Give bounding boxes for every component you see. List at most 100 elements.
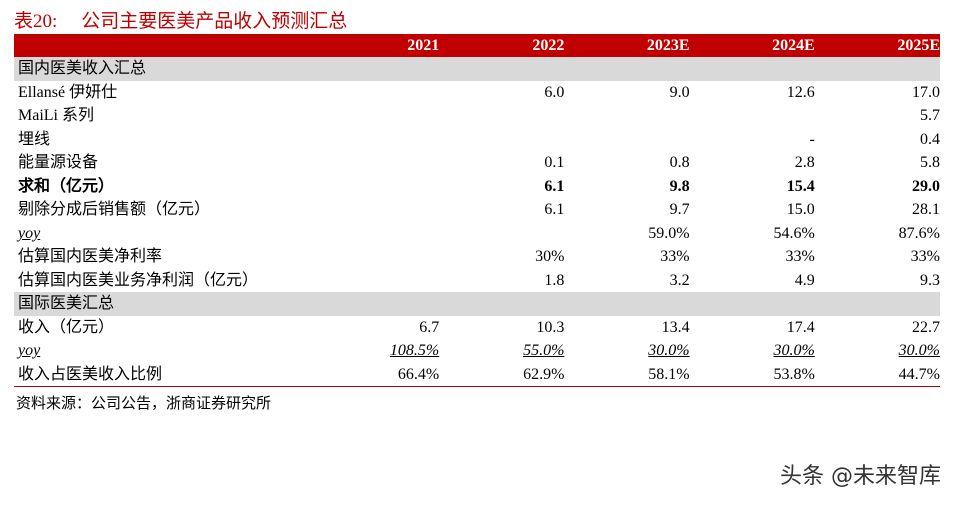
cell-value: 0.4 (920, 130, 940, 148)
row-label: 国内医美收入汇总 (14, 57, 315, 81)
cell-value: 44.7% (814, 362, 940, 387)
cell-value (314, 128, 439, 152)
cell-value (314, 222, 439, 246)
cell-value: 30% (535, 248, 565, 266)
table-row: 埋线 - 0.4 (14, 128, 940, 152)
cell-value: 12.6 (786, 83, 815, 101)
table-row: 估算国内医美业务净利润（亿元） 1.8 3.2 4.9 9.3 (14, 269, 940, 293)
cell-value: 62.9% (439, 362, 565, 387)
cell-value: 53.8% (689, 362, 815, 387)
header-2022: 2022 (439, 34, 565, 57)
cell-value (439, 292, 565, 316)
cell-value: 66.4% (314, 362, 440, 387)
cell-value: 22.7 (912, 318, 940, 336)
section-row: 国际医美汇总 (14, 292, 940, 316)
cell-value: 58.1% (564, 362, 690, 387)
cell-value: 6.1 (544, 201, 565, 219)
section-row: 国内医美收入汇总 (14, 57, 940, 81)
row-label: 收入（亿元） (18, 318, 115, 336)
cell-value (814, 57, 940, 81)
table-row: Ellansé 伊妍仕 6.0 9.0 12.6 17.0 (14, 81, 940, 105)
cell-value: 33% (660, 248, 690, 266)
cell-value: 29.0 (912, 177, 940, 195)
row-label: 剔除分成后销售额（亿元） (18, 201, 211, 219)
source-note: 资料来源：公司公告，浙商证券研究所 (16, 396, 272, 412)
cell-value (690, 104, 815, 128)
watermark: 头条 @未来智库 (780, 464, 941, 489)
row-label: yoy (18, 224, 41, 242)
cell-value: 17.0 (912, 83, 940, 101)
cell-value: 9.0 (669, 83, 690, 101)
header-blank (14, 34, 315, 57)
row-label: yoy (18, 342, 41, 360)
row-label: MaiLi 系列 (18, 107, 94, 125)
cell-value: 9.3 (920, 271, 940, 289)
cell-value (564, 292, 690, 316)
cell-value: 33% (910, 248, 940, 266)
table-row: yoy 59.0% 54.6% 87.6% (14, 222, 940, 246)
row-label: 求和（亿元） (18, 177, 115, 195)
cell-value (689, 292, 815, 316)
header-2023e: 2023E (564, 34, 690, 57)
cell-value: 5.8 (920, 154, 940, 172)
table-row: 估算国内医美净利率 30% 33% 33% 33% (14, 245, 940, 269)
cell-value (564, 57, 690, 81)
table-caption: 公司主要医美产品收入预测汇总 (81, 11, 348, 32)
table-header-row: 2021 2022 2023E 2024E 2025E (14, 34, 940, 57)
row-label: Ellansé 伊妍仕 (18, 83, 118, 101)
cell-value (314, 198, 439, 222)
row-label: 收入占医美收入比例 (14, 362, 315, 387)
table-row: yoy 108.5% 55.0% 30.0% 30.0% 30.0% (14, 339, 940, 363)
cell-value: 0.8 (669, 154, 690, 172)
cell-value: 54.6% (773, 224, 815, 242)
cell-value (314, 245, 439, 269)
cell-value (314, 269, 439, 293)
table-row: 收入（亿元） 6.7 10.3 13.4 17.4 22.7 (14, 316, 940, 340)
cell-value: 9.8 (669, 177, 690, 195)
cell-value (564, 128, 689, 152)
cell-value (439, 57, 565, 81)
table-number: 表20: (14, 11, 58, 32)
table-row: 求和（亿元） 6.1 9.8 15.4 29.0 (14, 175, 940, 199)
cell-value: 2.8 (794, 154, 815, 172)
table-title: 表20: 公司主要医美产品收入预测汇总 (14, 6, 347, 33)
cell-value: 0.1 (544, 154, 565, 172)
cell-value (314, 292, 440, 316)
cell-value (314, 81, 439, 105)
cell-value (439, 222, 564, 246)
row-label: 估算国内医美净利率 (18, 248, 163, 266)
table-body: 国内医美收入汇总 Ellansé 伊妍仕 6.0 9.0 12.6 17.0 MaiLi 系… (14, 57, 940, 387)
cell-value: 15.0 (786, 201, 815, 219)
cell-value: 4.9 (794, 271, 815, 289)
cell-value: 9.7 (669, 201, 690, 219)
table-row: 收入占医美收入比例 66.4% 62.9% 58.1% 53.8% 44.7% (14, 362, 940, 387)
cell-value (689, 57, 815, 81)
cell-value: 17.4 (786, 318, 815, 336)
cell-value: 3.2 (669, 271, 690, 289)
header-2024e: 2024E (689, 34, 815, 57)
cell-value (814, 292, 940, 316)
cell-value: 1.8 (544, 271, 565, 289)
cell-value (439, 104, 564, 128)
row-label: 估算国内医美业务净利润（亿元） (18, 271, 259, 289)
row-label: 国际医美汇总 (14, 292, 315, 316)
cell-value: 15.4 (786, 177, 815, 195)
cell-value (439, 128, 564, 152)
cell-value: 28.1 (912, 201, 940, 219)
cell-value: 59.0% (648, 224, 690, 242)
cell-value (314, 175, 439, 199)
cell-value: 87.6% (898, 224, 940, 242)
cell-value: 30.0% (898, 342, 940, 360)
table-row: 能量源设备 0.1 0.8 2.8 5.8 (14, 151, 940, 175)
cell-value: 6.1 (544, 177, 565, 195)
cell-value: - (809, 130, 815, 148)
cell-value (314, 151, 439, 175)
cell-value: 33% (785, 248, 815, 266)
row-label: 能量源设备 (18, 154, 99, 172)
cell-value: 55.0% (523, 342, 565, 360)
cell-value (314, 57, 440, 81)
cell-value: 5.7 (920, 107, 940, 125)
cell-value (564, 104, 689, 128)
cell-value: 13.4 (661, 318, 690, 336)
table-row: 剔除分成后销售额（亿元） 6.1 9.7 15.0 28.1 (14, 198, 940, 222)
